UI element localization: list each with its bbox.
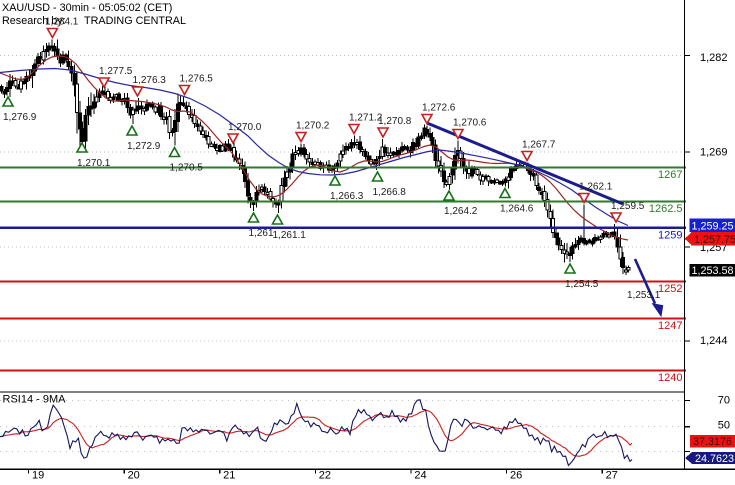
svg-text:1,259.25: 1,259.25 [692, 220, 734, 232]
svg-text:1,270.2: 1,270.2 [296, 121, 330, 132]
svg-text:1,267.7: 1,267.7 [522, 140, 556, 151]
svg-text:1,254.5: 1,254.5 [565, 279, 599, 290]
svg-text:1,284.1: 1,284.1 [45, 17, 79, 28]
svg-text:1,277.5: 1,277.5 [99, 66, 133, 77]
svg-text:1,261.1: 1,261.1 [273, 230, 307, 241]
svg-text:1,270.1: 1,270.1 [77, 158, 111, 169]
svg-text:1,266.3: 1,266.3 [330, 191, 364, 202]
svg-text:19: 19 [32, 470, 44, 481]
svg-text:1,282: 1,282 [700, 52, 728, 64]
svg-text:1,257.75: 1,257.75 [694, 234, 735, 246]
svg-text:21: 21 [223, 470, 235, 481]
svg-text:1267: 1267 [658, 169, 682, 181]
svg-text:26: 26 [510, 470, 522, 481]
svg-text:20: 20 [128, 470, 140, 481]
svg-text:1,270.0: 1,270.0 [228, 122, 262, 133]
svg-text:1,262.1: 1,262.1 [579, 182, 613, 193]
svg-text:1252: 1252 [658, 283, 682, 295]
svg-text:24.7623: 24.7623 [695, 453, 734, 465]
svg-text:1,244: 1,244 [700, 335, 728, 347]
svg-text:1,270.8: 1,270.8 [378, 116, 412, 127]
svg-text:1,272.9: 1,272.9 [127, 141, 161, 152]
svg-text:TRADING CENTRAL: TRADING CENTRAL [84, 15, 186, 27]
svg-text:37.3176: 37.3176 [693, 436, 732, 448]
svg-text:RSI14 - 9MA: RSI14 - 9MA [3, 394, 67, 406]
svg-text:1,276.9: 1,276.9 [3, 112, 37, 123]
svg-text:24: 24 [414, 470, 426, 481]
svg-text:27: 27 [606, 470, 618, 481]
svg-text:1,270.5: 1,270.5 [170, 163, 204, 174]
svg-text:1,266.8: 1,266.8 [373, 187, 407, 198]
svg-text:1259: 1259 [658, 229, 682, 241]
svg-text:1,276.3: 1,276.3 [133, 75, 167, 86]
svg-text:50: 50 [718, 420, 730, 432]
svg-text:1,259.5: 1,259.5 [611, 201, 645, 212]
svg-text:1,264.2: 1,264.2 [444, 206, 478, 217]
svg-text:1,253.58: 1,253.58 [692, 265, 734, 277]
svg-text:1,253.1: 1,253.1 [627, 290, 661, 301]
svg-text:1,269: 1,269 [700, 147, 728, 159]
svg-text:XAU/USD - 30min - 05:05:02 (CE: XAU/USD - 30min - 05:05:02 (CET) [2, 2, 172, 14]
svg-text:1,276.5: 1,276.5 [180, 74, 214, 85]
svg-text:1,264.6: 1,264.6 [500, 204, 534, 215]
svg-text:1262.5: 1262.5 [649, 203, 683, 215]
svg-text:1,270.6: 1,270.6 [453, 118, 487, 129]
svg-text:22: 22 [319, 470, 331, 481]
svg-text:1247: 1247 [658, 320, 682, 332]
svg-text:70: 70 [718, 395, 730, 407]
svg-text:1240: 1240 [658, 372, 682, 384]
svg-text:1,261: 1,261 [249, 228, 274, 239]
svg-text:1,272.6: 1,272.6 [422, 103, 456, 114]
